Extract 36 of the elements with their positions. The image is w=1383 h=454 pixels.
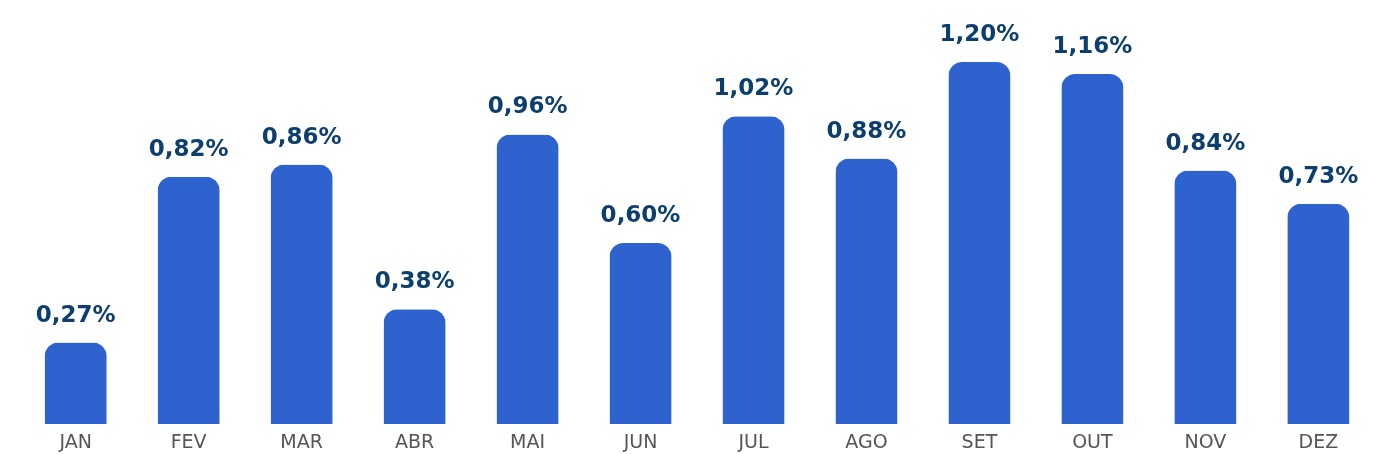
data-label: 0,86%: [261, 122, 342, 149]
bar: [157, 176, 220, 424]
data-label: 0,60%: [600, 201, 681, 227]
bar: [496, 134, 559, 424]
bar: [948, 62, 1011, 424]
data-label: 0,88%: [826, 116, 907, 143]
data-label: 1,02%: [713, 74, 794, 101]
x-tick-label: MAI: [510, 429, 546, 452]
data-label: 0,84%: [1165, 128, 1246, 155]
x-tick-label: MAR: [280, 429, 323, 452]
data-label: 1,16%: [1052, 32, 1133, 59]
bar: [383, 309, 446, 424]
bar: [1061, 74, 1124, 424]
x-tick-label: JAN: [58, 429, 92, 452]
data-label: 1,20%: [939, 20, 1020, 46]
bar: [609, 243, 672, 424]
bar: [1174, 170, 1237, 424]
bar: [44, 342, 107, 424]
data-label: 0,27%: [35, 300, 116, 327]
bar: [1287, 203, 1350, 424]
data-label: 0,73%: [1278, 161, 1359, 188]
data-label: 0,82%: [148, 134, 229, 161]
data-label: 0,38%: [374, 267, 455, 294]
bar: [270, 164, 333, 424]
x-tick-label: JUL: [737, 429, 769, 452]
x-tick-label: NOV: [1184, 429, 1227, 452]
x-tick-label: DEZ: [1298, 429, 1339, 452]
x-tick-label: SET: [961, 429, 998, 452]
x-tick-label: JUN: [622, 429, 658, 452]
bar: [835, 158, 898, 424]
x-tick-label: ABR: [394, 429, 435, 452]
bar: [722, 116, 785, 424]
data-label: 0,96%: [487, 92, 568, 119]
x-tick-label: FEV: [170, 429, 207, 452]
x-tick-label: AGO: [845, 429, 888, 452]
x-tick-label: OUT: [1072, 429, 1114, 452]
